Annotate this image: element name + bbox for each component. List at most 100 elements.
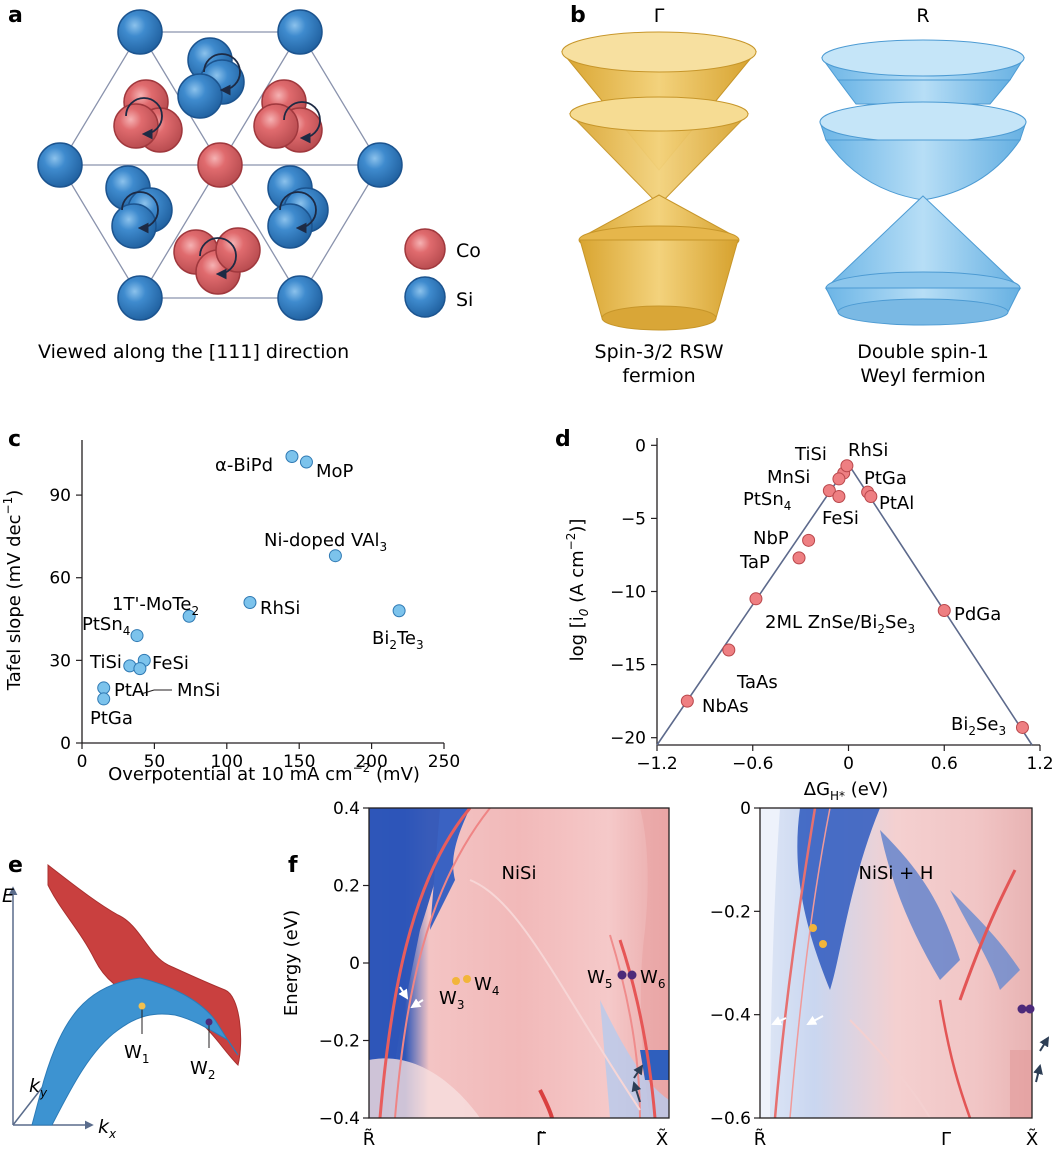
d-xtick-label: −0.6 bbox=[732, 754, 773, 774]
mnsi-leader-line bbox=[140, 689, 155, 695]
f-ytick-label: 0 bbox=[740, 799, 751, 819]
label-d-mnsi: MnSi bbox=[767, 467, 810, 488]
f-right-title: NiSi + H bbox=[859, 863, 934, 884]
w4-dot bbox=[463, 975, 471, 983]
chart-d: −1.2 −0.6 0 0.6 1.2 0 −5 −10 −15 −20 TiSi RhSi Mn… bbox=[564, 436, 1054, 803]
chart-c-xlabel: Overpotential at 10 mA cm−2 (mV) bbox=[108, 761, 420, 785]
si-atom bbox=[277, 275, 323, 321]
c-point-rhsi bbox=[243, 596, 257, 610]
f-ytick-label: −0.4 bbox=[710, 1006, 751, 1026]
w1-node-dot bbox=[138, 1002, 146, 1010]
label-d-fesi: FeSi bbox=[822, 508, 859, 529]
rotation-arrow-icon bbox=[125, 97, 163, 140]
si-atom bbox=[267, 203, 313, 249]
label-tisi: TiSi bbox=[89, 652, 122, 673]
lower-band-blue bbox=[31, 977, 239, 1126]
panel-a-caption: Viewed along the [111] direction bbox=[38, 341, 349, 363]
legend-co-icon bbox=[404, 228, 446, 270]
chart-c: 0 50 100 150 200 250 0 30 60 90 α-BiPd MoP Ni-dop… bbox=[1, 440, 460, 785]
label-mote: 1T'-MoTe2 bbox=[112, 594, 199, 618]
c-ytick-label: 60 bbox=[49, 569, 71, 589]
label-d-tap: TaP bbox=[739, 552, 770, 573]
gamma-point-label: Γ bbox=[654, 5, 665, 27]
c-point--bipd bbox=[285, 450, 299, 464]
w2-node-dot bbox=[205, 1018, 213, 1026]
si-atom bbox=[117, 275, 163, 321]
label-d-bise: Bi2Se3 bbox=[951, 714, 1006, 738]
d-point-tap bbox=[792, 551, 806, 565]
w6-label: W6 bbox=[640, 967, 665, 991]
right-yellow-dot-1 bbox=[809, 924, 817, 932]
si-atom bbox=[37, 142, 83, 188]
co-atom bbox=[113, 103, 159, 149]
label-d-pdga: PdGa bbox=[954, 604, 1001, 625]
d-point-bi2se3 bbox=[1015, 720, 1029, 734]
si-atom bbox=[117, 9, 163, 55]
f-ytick-label: −0.2 bbox=[319, 1032, 360, 1052]
w3-label: W3 bbox=[439, 988, 464, 1012]
label-bite: Bi2Te3 bbox=[372, 628, 424, 652]
w4-label: W4 bbox=[474, 974, 499, 998]
d-ytick-label: 0 bbox=[635, 436, 646, 456]
c-ytick-label: 30 bbox=[49, 651, 71, 671]
right-yellow-dot-2 bbox=[819, 940, 827, 948]
label-ptsn: PtSn4 bbox=[82, 614, 130, 638]
c-xtick-label: 50 bbox=[144, 752, 166, 772]
label-d-tisi: TiSi bbox=[794, 444, 827, 465]
gamma-caption-line2: fermion bbox=[622, 365, 695, 387]
d-point-taas bbox=[722, 643, 736, 657]
d-xtick-label: 0.6 bbox=[931, 754, 958, 774]
w1-label: W1 bbox=[124, 1042, 149, 1066]
d-point-2ml-znse-bi2se3 bbox=[749, 592, 763, 606]
f-xtick-label: R̃ bbox=[754, 1129, 767, 1150]
label-d-ptga: PtGa bbox=[864, 468, 907, 489]
f-ytick-label: 0 bbox=[349, 954, 360, 974]
label-rhsi: RhSi bbox=[260, 598, 300, 619]
panel-label-b: b bbox=[570, 3, 586, 28]
c-point-ni-doped-val3 bbox=[328, 549, 342, 563]
label-ptga: PtGa bbox=[90, 708, 133, 729]
d-point-nbas bbox=[680, 694, 694, 708]
label-mop: MoP bbox=[316, 461, 354, 482]
chart-c-ylabel: Tafel slope (mV dec−1) bbox=[1, 490, 25, 692]
panel-a-crystal bbox=[37, 9, 403, 321]
f-ytick-label: −0.4 bbox=[319, 1109, 360, 1129]
d-xtick-label: 1.2 bbox=[1026, 754, 1053, 774]
label-d-nbp: NbP bbox=[753, 528, 789, 549]
w5-label: W5 bbox=[587, 967, 612, 991]
si-atom bbox=[177, 73, 223, 119]
d-ytick-label: −15 bbox=[610, 656, 646, 676]
c-xtick-label: 150 bbox=[283, 752, 315, 772]
gamma-caption-line1: Spin-3/2 RSW bbox=[595, 341, 724, 363]
panel-label-e: e bbox=[8, 853, 23, 878]
d-ytick-label: −10 bbox=[610, 583, 646, 603]
gamma-cones bbox=[560, 31, 758, 331]
label-ptal: PtAl bbox=[114, 680, 149, 701]
w6-dot bbox=[627, 970, 637, 980]
panel-label-a: a bbox=[8, 3, 23, 28]
panel-f-left-heatmap: 0.4 0.2 0 −0.2 −0.4 W3 W4 W5 W6 bbox=[319, 788, 670, 1129]
panel-label-f: f bbox=[288, 853, 298, 878]
c-ytick-label: 90 bbox=[49, 486, 71, 506]
w5-dot bbox=[617, 970, 627, 980]
c-xtick-label: 100 bbox=[211, 752, 243, 772]
d-point-pdga bbox=[937, 604, 951, 618]
panel-e-bands: E ky kx W1 W2 bbox=[2, 863, 242, 1141]
right-purple-dot-1 bbox=[1017, 1004, 1027, 1014]
c-xtick-label: 200 bbox=[355, 752, 387, 772]
d-point-nbp bbox=[802, 533, 816, 547]
d-point-rhsi bbox=[840, 459, 854, 473]
co-atom bbox=[215, 227, 261, 273]
label-d-ptsn: PtSn4 bbox=[743, 489, 791, 513]
f-ytick-label: 0.4 bbox=[333, 799, 360, 819]
chart-d-ylabel: log [i0 (A cm−2)] bbox=[564, 519, 591, 662]
w2-label: W2 bbox=[190, 1058, 215, 1082]
c-point-ptga bbox=[97, 692, 111, 706]
d-point-mnsi bbox=[832, 472, 846, 486]
legend-co-label: Co bbox=[456, 240, 481, 262]
f-left-ylabel: Energy (eV) bbox=[281, 910, 302, 1016]
c-ytick-label: 0 bbox=[60, 734, 71, 754]
f-ytick-label: −0.2 bbox=[710, 902, 751, 922]
d-ytick-label: −5 bbox=[621, 509, 646, 529]
right-purple-dot-2 bbox=[1025, 1004, 1035, 1014]
